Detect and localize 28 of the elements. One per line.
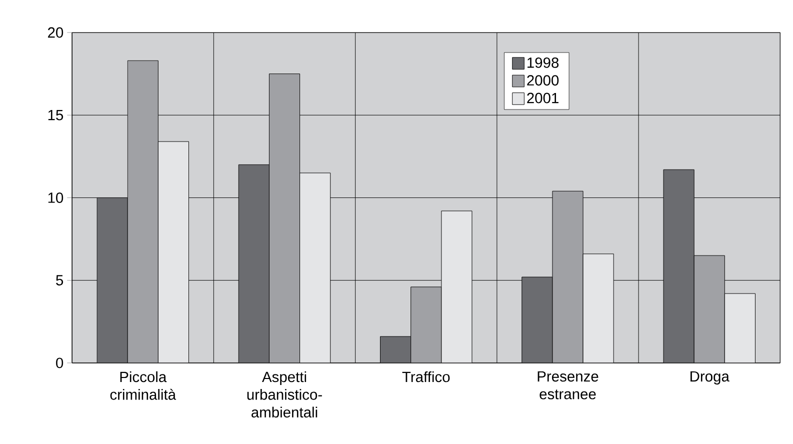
bar: [694, 255, 725, 364]
y-tick-label: 5: [56, 275, 64, 286]
bar: [441, 210, 472, 364]
x-tick-label: Presenze estranee: [538, 371, 598, 400]
y-tick-label: 10: [48, 192, 64, 204]
bar: [268, 74, 300, 364]
bar: [724, 293, 756, 364]
x-tick-label: Droga: [690, 371, 730, 385]
legend-label: 2001: [527, 92, 558, 104]
bar: [552, 190, 584, 364]
bar: [410, 286, 442, 364]
y-tick-label: 20: [48, 27, 64, 38]
x-tick-label: Piccola criminalità: [110, 371, 176, 400]
y-tick-label: 15: [48, 110, 64, 120]
bar: [663, 169, 694, 364]
x-tick-label: Aspetti urbanistico-ambientali: [247, 371, 322, 418]
bar: [300, 172, 331, 364]
bar: [380, 336, 412, 364]
bar: [238, 164, 270, 364]
bar: [522, 276, 553, 364]
bar: [582, 254, 614, 364]
legend-label: 2000: [527, 75, 559, 86]
x-tick-label: Traffico: [402, 371, 450, 382]
y-tick-label: 0: [56, 358, 64, 368]
bar: [127, 60, 158, 364]
legend-label: 1998: [528, 58, 559, 68]
bar: [158, 141, 189, 364]
bar: [96, 198, 128, 364]
